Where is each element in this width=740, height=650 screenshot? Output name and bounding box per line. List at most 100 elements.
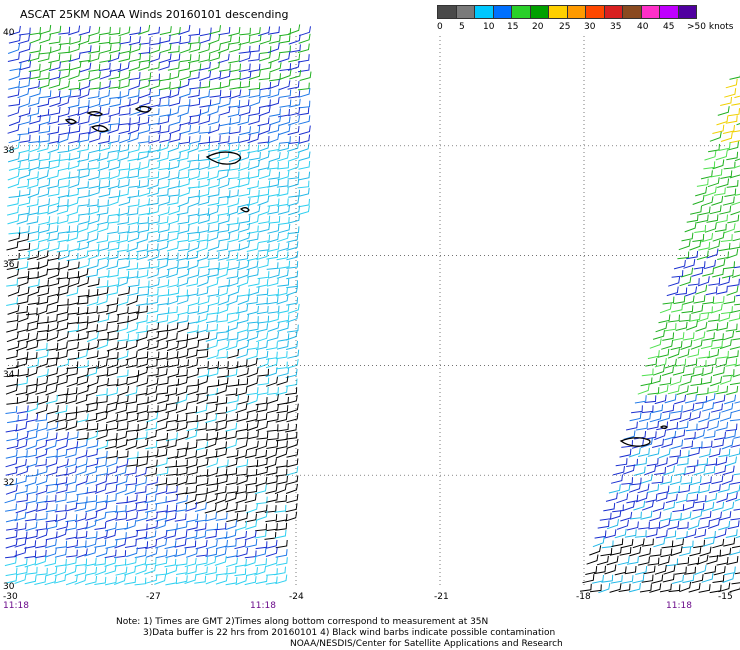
wind-barb bbox=[147, 351, 160, 360]
wind-barb bbox=[55, 350, 68, 360]
wind-barb bbox=[246, 440, 259, 451]
wind-barb bbox=[617, 556, 630, 566]
wind-barb bbox=[36, 567, 48, 576]
wind-barb bbox=[95, 395, 108, 404]
wind-barb bbox=[34, 555, 47, 566]
wind-barb bbox=[604, 564, 617, 575]
wind-barb bbox=[6, 361, 19, 370]
wind-barb bbox=[708, 240, 721, 251]
wind-barb bbox=[246, 331, 259, 342]
wind-barb bbox=[36, 358, 49, 369]
wind-barb bbox=[125, 547, 138, 558]
wind-barb bbox=[106, 422, 119, 431]
wind-barb bbox=[718, 312, 731, 322]
wind-barb bbox=[76, 233, 89, 243]
wind-barb bbox=[255, 510, 268, 521]
wind-barb bbox=[198, 214, 211, 224]
wind-barb bbox=[138, 187, 151, 197]
wind-barb bbox=[226, 321, 239, 332]
wind-barb bbox=[643, 565, 656, 575]
wind-barb bbox=[215, 574, 228, 585]
wind-barb bbox=[712, 501, 725, 512]
wind-barb bbox=[55, 421, 68, 431]
wind-barb bbox=[108, 169, 121, 180]
wind-barb bbox=[288, 136, 300, 145]
wind-barb bbox=[128, 80, 141, 91]
wind-barb bbox=[594, 565, 606, 575]
wind-barb bbox=[267, 42, 280, 54]
wind-barb bbox=[25, 449, 38, 458]
wind-barb bbox=[217, 43, 230, 54]
wind-barb bbox=[94, 576, 107, 585]
wind-barb bbox=[156, 386, 169, 395]
legend-label: 15 bbox=[507, 22, 519, 32]
wind-barb bbox=[167, 70, 180, 81]
wind-barb bbox=[735, 330, 740, 333]
wind-barb bbox=[275, 440, 288, 450]
wind-barb bbox=[686, 214, 699, 223]
wind-barb bbox=[147, 268, 160, 279]
wind-barb bbox=[726, 556, 739, 565]
wind-barb bbox=[95, 388, 108, 397]
wind-barb bbox=[136, 439, 149, 449]
wind-barb bbox=[219, 90, 232, 99]
wind-barb bbox=[16, 431, 29, 442]
wind-barb bbox=[267, 88, 280, 99]
wind-barb bbox=[98, 135, 111, 145]
wind-barb bbox=[76, 360, 89, 369]
wind-barb bbox=[227, 136, 240, 145]
wind-barb bbox=[706, 248, 719, 259]
azores-island bbox=[64, 118, 77, 125]
wind-barb bbox=[266, 424, 279, 432]
wind-barb bbox=[155, 530, 168, 541]
wind-barb bbox=[94, 521, 107, 530]
wind-barb bbox=[205, 574, 218, 585]
wind-barb bbox=[258, 169, 271, 180]
wind-barb bbox=[148, 134, 161, 144]
wind-barb bbox=[98, 62, 111, 72]
wind-barb bbox=[77, 169, 90, 179]
wind-barb bbox=[671, 574, 684, 584]
wind-barb bbox=[28, 124, 41, 134]
wind-barb bbox=[298, 115, 311, 125]
wind-barb bbox=[88, 152, 101, 162]
wind-barb bbox=[646, 421, 659, 430]
wind-barb bbox=[27, 296, 40, 305]
wind-barb bbox=[277, 161, 290, 170]
wind-barb bbox=[259, 34, 272, 45]
wind-barb bbox=[145, 440, 158, 450]
wind-barb bbox=[266, 432, 279, 441]
wind-barb bbox=[8, 232, 21, 242]
wind-barb bbox=[247, 323, 259, 332]
wind-barb bbox=[157, 288, 170, 297]
wind-barb bbox=[195, 404, 208, 414]
wind-barb bbox=[138, 37, 151, 45]
wind-barb bbox=[197, 178, 210, 188]
wind-barb bbox=[56, 205, 69, 215]
wind-barb bbox=[65, 549, 78, 558]
wind-barb bbox=[287, 178, 300, 188]
wind-barb bbox=[196, 251, 209, 262]
wind-barb bbox=[96, 280, 109, 288]
wind-barb bbox=[98, 80, 111, 90]
wind-barb bbox=[196, 343, 209, 352]
wind-barb bbox=[227, 286, 240, 297]
wind-barb bbox=[659, 303, 672, 314]
wind-barb bbox=[692, 503, 705, 512]
wind-barb bbox=[167, 368, 180, 378]
wind-barb bbox=[76, 322, 89, 333]
wind-barb bbox=[45, 566, 58, 577]
wind-barb bbox=[225, 368, 238, 378]
wind-barb bbox=[35, 385, 48, 395]
wind-barb bbox=[176, 349, 189, 359]
wind-barb bbox=[734, 572, 740, 575]
wind-barb bbox=[96, 429, 109, 440]
wind-barb bbox=[246, 233, 259, 242]
wind-barb bbox=[258, 72, 271, 81]
note-line-2: 3)Data buffer is 22 hrs from 20160101 4)… bbox=[143, 628, 556, 638]
wind-barb bbox=[156, 351, 169, 361]
wind-barb bbox=[688, 447, 701, 457]
wind-barb bbox=[266, 493, 279, 503]
wind-barb bbox=[730, 409, 740, 414]
wind-barb bbox=[696, 178, 709, 187]
